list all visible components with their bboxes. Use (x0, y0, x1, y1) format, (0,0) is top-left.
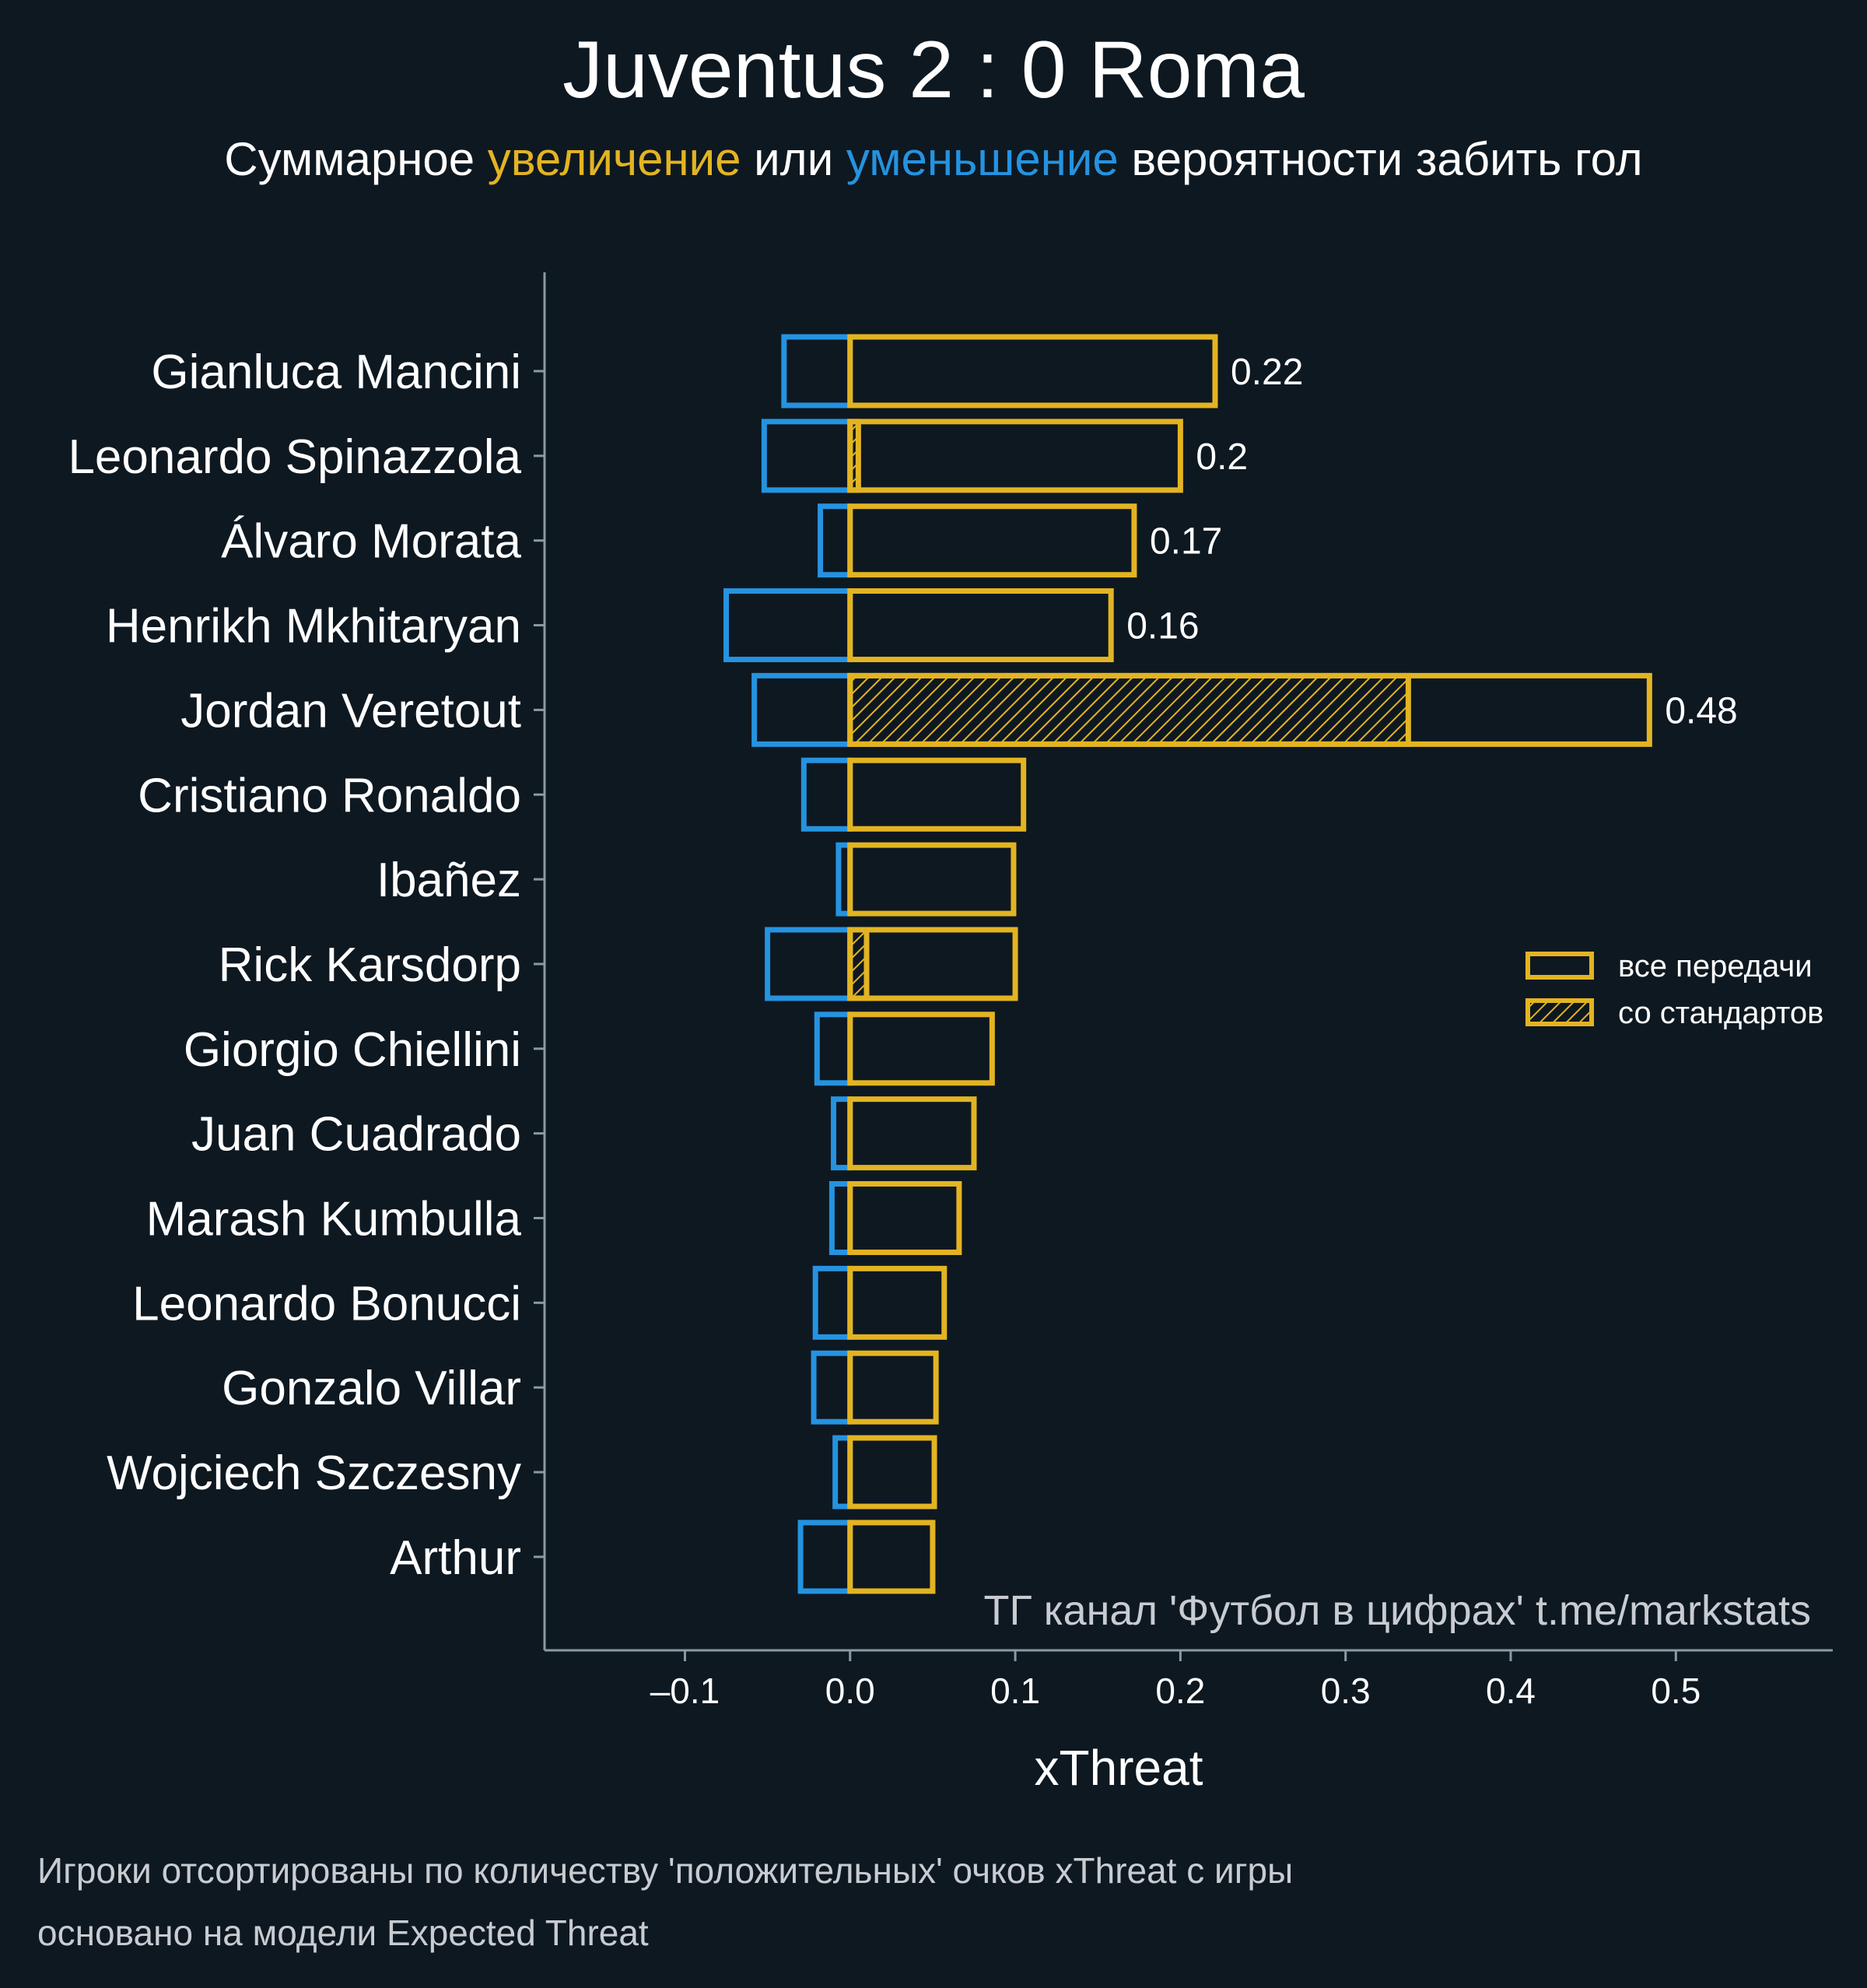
y-tick-label: Juan Cuadrado (191, 1108, 521, 1162)
bar-all-passes (847, 672, 1652, 747)
bar-value-label: 0.22 (1231, 352, 1303, 393)
bar-negative (723, 588, 853, 663)
y-tick-label: Henrikh Mkhitaryan (106, 600, 521, 654)
bar-negative (814, 1012, 853, 1086)
bar-all-passes (847, 927, 1018, 1001)
bar-all-passes (847, 842, 1017, 917)
y-tick-label: Álvaro Morata (221, 515, 521, 569)
legend-label-all-passes: все передачи (1618, 949, 1813, 983)
y-tick-label: Gianluca Mancini (151, 345, 521, 399)
footnote-line-2: основано на модели Expected Threat (37, 1913, 649, 1953)
bar-all-passes (847, 1350, 939, 1425)
bar-negative (812, 1265, 853, 1340)
subtitle-decrease: уменьшение (846, 133, 1119, 185)
subtitle-part-2: или (741, 133, 846, 185)
y-tick-label: Gonzalo Villar (222, 1362, 521, 1415)
bar-negative (751, 672, 853, 747)
x-tick-label: 0.1 (990, 1671, 1040, 1711)
x-tick-label: 0.0 (825, 1671, 875, 1711)
bar-all-passes (847, 1012, 995, 1086)
bar-value-label: 0.16 (1126, 606, 1199, 647)
bar-all-passes (847, 1520, 936, 1594)
bar-all-passes (847, 503, 1137, 578)
subtitle-increase: увеличение (488, 133, 741, 185)
bar-all-passes (847, 419, 1183, 493)
y-tick-label: Ibañez (377, 854, 521, 907)
y-tick-label: Leonardo Spinazzola (68, 430, 521, 484)
legend-swatch-set-pieces (1525, 998, 1594, 1026)
bar-negative (797, 1520, 853, 1594)
x-tick-label: 0.3 (1321, 1671, 1371, 1711)
bar-negative (761, 419, 853, 493)
bar-all-passes (847, 757, 1027, 832)
bar-value-label: 0.48 (1665, 690, 1737, 731)
chart-subtitle: Суммарное увеличение или уменьшение веро… (224, 133, 1642, 185)
legend: все передачи со стандартов (1525, 949, 1823, 1030)
bars-layer: 0.22 0.2 0.17 0.16 0.48 (723, 334, 1738, 1594)
y-tick-label: Marash Kumbulla (146, 1193, 522, 1246)
legend-label-set-pieces: со стандартов (1618, 996, 1823, 1030)
bar-negative (781, 334, 853, 408)
subtitle-part-1: Суммарное (224, 133, 487, 185)
subtitle-part-3: вероятности забить гол (1119, 133, 1643, 185)
bar-negative (818, 503, 853, 578)
y-tick-label: Rick Karsdorp (219, 938, 521, 992)
y-tick-label: Cristiano Ronaldo (138, 769, 521, 822)
watermark: ТГ канал 'Футбол в цифрах' t.me/markstat… (984, 1587, 1811, 1634)
bar-value-label: 0.2 (1196, 437, 1248, 478)
y-tick-label: Arthur (390, 1531, 521, 1585)
bar-all-passes (847, 334, 1218, 408)
bar-negative (765, 927, 853, 1001)
x-tick-label: 0.5 (1651, 1671, 1701, 1711)
x-axis-label: xThreat (1035, 1740, 1203, 1796)
chart-title: Juventus 2 : 0 Roma (562, 25, 1305, 115)
bar-set-pieces (847, 672, 1411, 747)
bar-negative (800, 757, 853, 832)
bar-all-passes (847, 1265, 948, 1340)
bar-all-passes (847, 1181, 962, 1255)
bar-all-passes (847, 588, 1114, 663)
y-tick-label: Wojciech Szczesny (107, 1446, 521, 1500)
y-tick-label: Giorgio Chiellini (184, 1023, 521, 1077)
y-ticks-layer: Gianluca Mancini Leonardo Spinazzola Álvar… (68, 345, 545, 1585)
footnote-line-1: Игроки отсортированы по количеству 'поло… (37, 1850, 1293, 1891)
bar-value-label: 0.17 (1150, 521, 1222, 563)
y-tick-label: Jordan Veretout (180, 684, 521, 738)
legend-swatch-all-passes (1525, 952, 1594, 980)
bar-all-passes (847, 1096, 977, 1171)
bar-negative (828, 1181, 853, 1255)
bar-negative (811, 1350, 853, 1425)
x-tick-label: –0.1 (650, 1671, 720, 1711)
bar-all-passes (847, 1435, 937, 1509)
x-ticks-layer: –0.1 0.0 0.1 0.2 0.3 0.4 0.5 (650, 1650, 1701, 1711)
y-tick-label: Leonardo Bonucci (132, 1277, 521, 1331)
x-tick-label: 0.2 (1155, 1671, 1205, 1711)
x-tick-label: 0.4 (1486, 1671, 1536, 1711)
